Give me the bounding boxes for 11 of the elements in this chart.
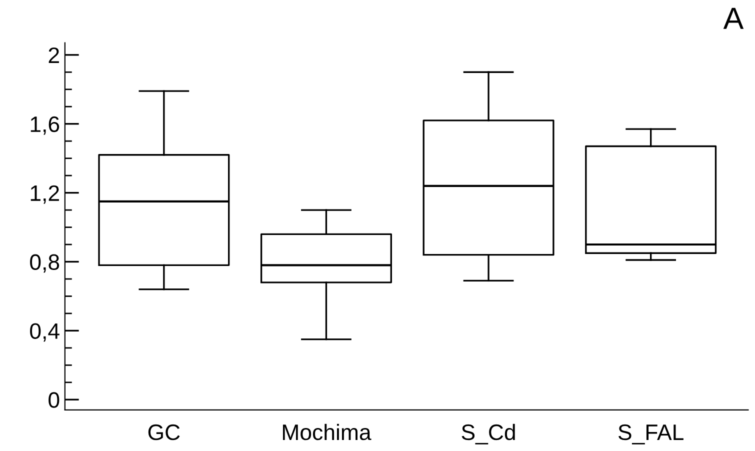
y-tick-label: 1,2 bbox=[30, 185, 59, 204]
x-tick-label: GC bbox=[148, 424, 180, 440]
y-tick-label: 2 bbox=[48, 47, 59, 63]
x-tick-label: Mochima bbox=[282, 424, 372, 440]
y-tick-label: 0,4 bbox=[30, 323, 60, 342]
y-tick-label: 0,8 bbox=[30, 254, 60, 273]
y-tick-label: 1,6 bbox=[30, 116, 60, 135]
x-tick-label: S_Cd bbox=[462, 424, 515, 444]
x-tick-label: S_FAL bbox=[618, 424, 684, 444]
text: A bbox=[723, 8, 744, 29]
y-tick-label: 0 bbox=[48, 392, 60, 408]
